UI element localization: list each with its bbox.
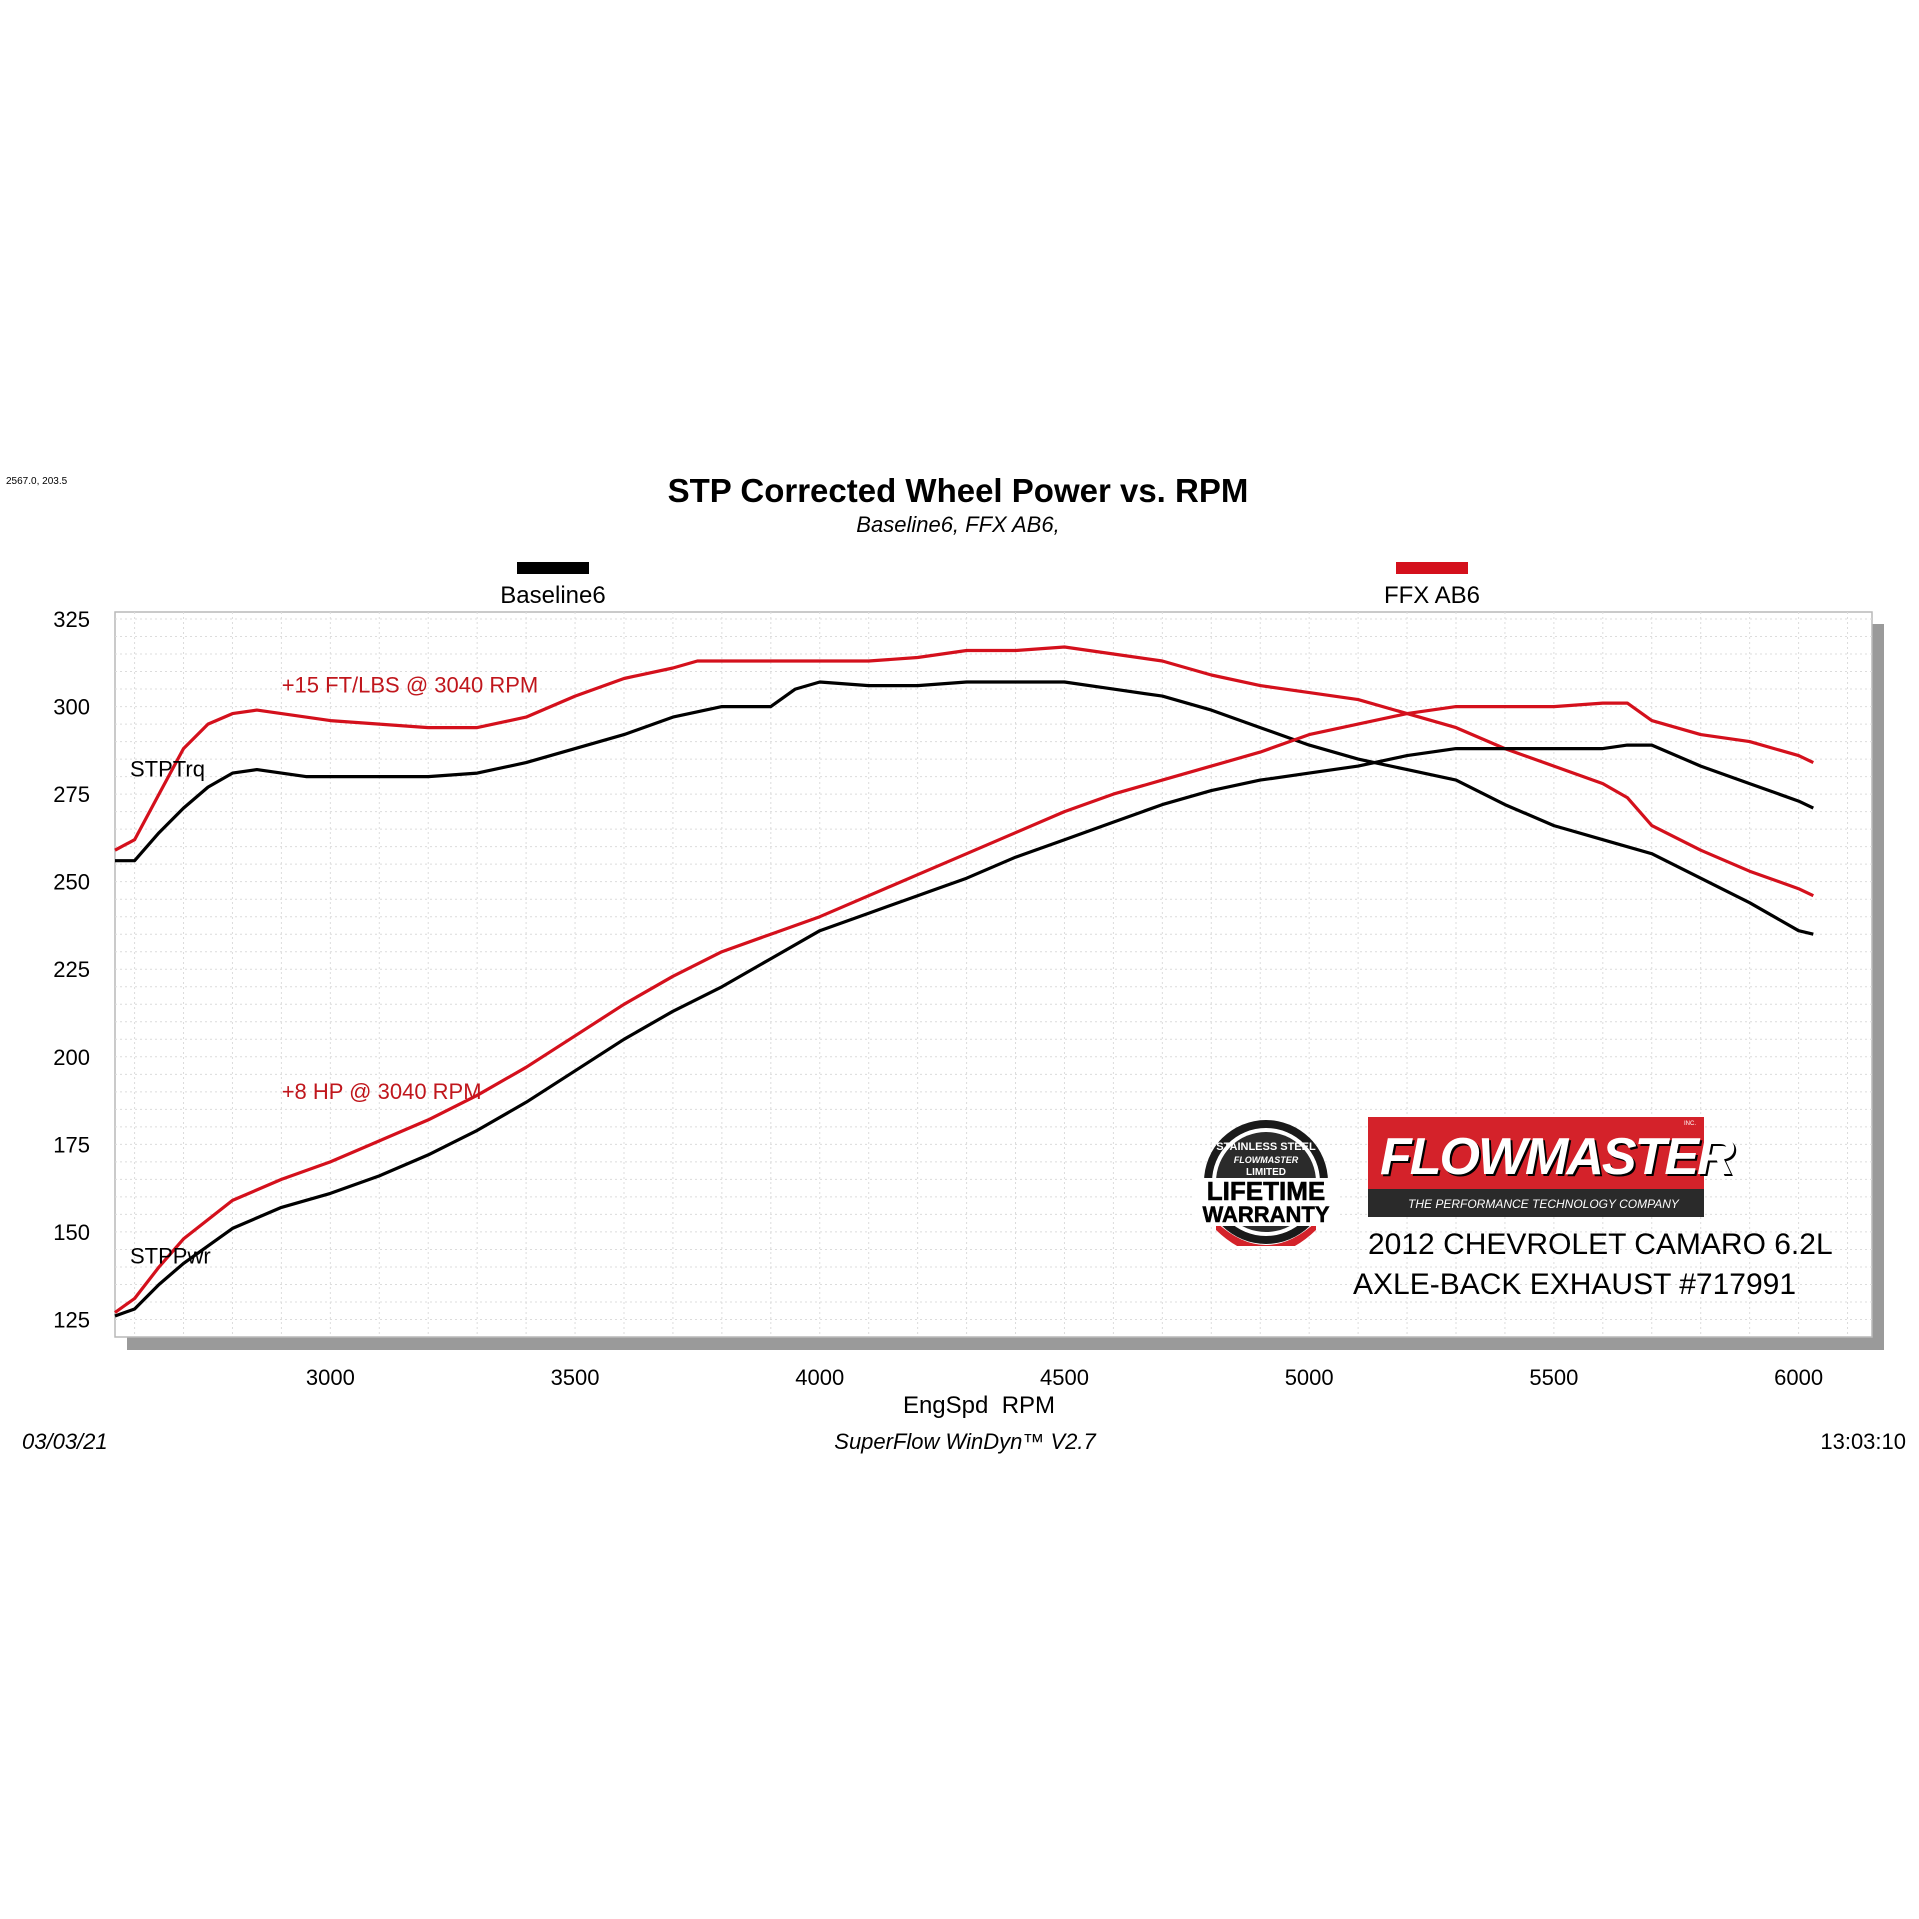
warranty-word: WARRANTY <box>1202 1202 1329 1227</box>
chart-annotation: STPTrq <box>130 757 205 782</box>
annotations: +15 FT/LBS @ 3040 RPM +8 HP @ 3040 RPM STP… <box>130 673 538 1269</box>
chart-annotation: STPPwr <box>130 1243 211 1268</box>
legend-label-ffx-ab6: FFX AB6 <box>1384 582 1480 609</box>
warranty-limited: LIMITED <box>1246 1167 1286 1178</box>
y-tick-label: 300 <box>53 695 90 720</box>
x-tick-label: 6000 <box>1774 1365 1823 1390</box>
chart-annotation: +15 FT/LBS @ 3040 RPM <box>282 673 539 698</box>
y-tick-label: 225 <box>53 957 90 982</box>
y-tick-label: 325 <box>53 607 90 632</box>
x-tick-label: 3500 <box>551 1365 600 1390</box>
legend: Baseline6 FFX AB6 <box>500 562 1480 609</box>
footer-date: 03/03/21 <box>22 1429 108 1454</box>
x-tick-label: 5000 <box>1285 1365 1334 1390</box>
series-line-ffx-ab6-stptrq <box>114 645 1814 898</box>
y-tick-label: 150 <box>53 1220 90 1245</box>
logo-tagline: THE PERFORMANCE TECHNOLOGY COMPANY <box>1408 1197 1679 1211</box>
chart-annotation: +8 HP @ 3040 RPM <box>282 1079 482 1104</box>
logo-inc: INC. <box>1684 1121 1696 1127</box>
corner-readout: 2567.0, 203.5 <box>6 476 68 487</box>
warranty-lifetime: LIFETIME <box>1207 1176 1325 1206</box>
x-tick-label: 3000 <box>306 1365 355 1390</box>
series-lines <box>114 645 1814 1318</box>
warranty-brand: FLOWMASTER <box>1234 1155 1299 1165</box>
logo-stripe <box>1368 1189 1704 1217</box>
y-tick-label: 125 <box>53 1307 90 1332</box>
chart-subtitle: Baseline6, FFX AB6, <box>856 512 1059 537</box>
y-axis-ticks: 125 150 175 200 225 250 275 300 325 <box>53 607 90 1332</box>
lifetime-warranty-badge: STAINLESS STEEL FLOWMASTER LIMITED LIFET… <box>1194 1120 1338 1246</box>
y-tick-label: 200 <box>53 1045 90 1070</box>
y-tick-label: 175 <box>53 1132 90 1157</box>
footer-software: SuperFlow WinDyn™ V2.7 <box>834 1429 1096 1454</box>
warranty-arc-text: STAINLESS STEEL <box>1216 1141 1316 1153</box>
series-line-baseline6-stptrq <box>115 680 1814 936</box>
legend-swatch-baseline6 <box>517 562 589 574</box>
x-axis-label: EngSpd RPM <box>903 1392 1055 1419</box>
legend-swatch-ffx-ab6 <box>1396 562 1468 574</box>
y-tick-label: 250 <box>53 870 90 895</box>
grid <box>115 612 1872 1337</box>
x-axis-ticks: 3000 3500 4000 4500 5000 5500 6000 <box>306 1365 1823 1390</box>
series-line-ffx-ab6-stppwr <box>114 701 1814 1314</box>
footer-time: 13:03:10 <box>1820 1429 1906 1454</box>
logo-word: FLOWMASTER <box>1380 1128 1735 1186</box>
x-tick-label: 5500 <box>1529 1365 1578 1390</box>
y-tick-label: 275 <box>53 782 90 807</box>
chart-title: STP Corrected Wheel Power vs. RPM <box>668 472 1249 509</box>
legend-label-baseline6: Baseline6 <box>500 582 605 609</box>
series-line-baseline6-stppwr <box>114 743 1814 1318</box>
part-line: AXLE-BACK EXHAUST #717991 <box>1353 1268 1797 1301</box>
flowmaster-logo: FLOWMASTER THE PERFORMANCE TECHNOLOGY CO… <box>1368 1117 1735 1217</box>
x-tick-label: 4000 <box>795 1365 844 1390</box>
x-tick-label: 4500 <box>1040 1365 1089 1390</box>
vehicle-line: 2012 CHEVROLET CAMARO 6.2L <box>1368 1228 1833 1261</box>
